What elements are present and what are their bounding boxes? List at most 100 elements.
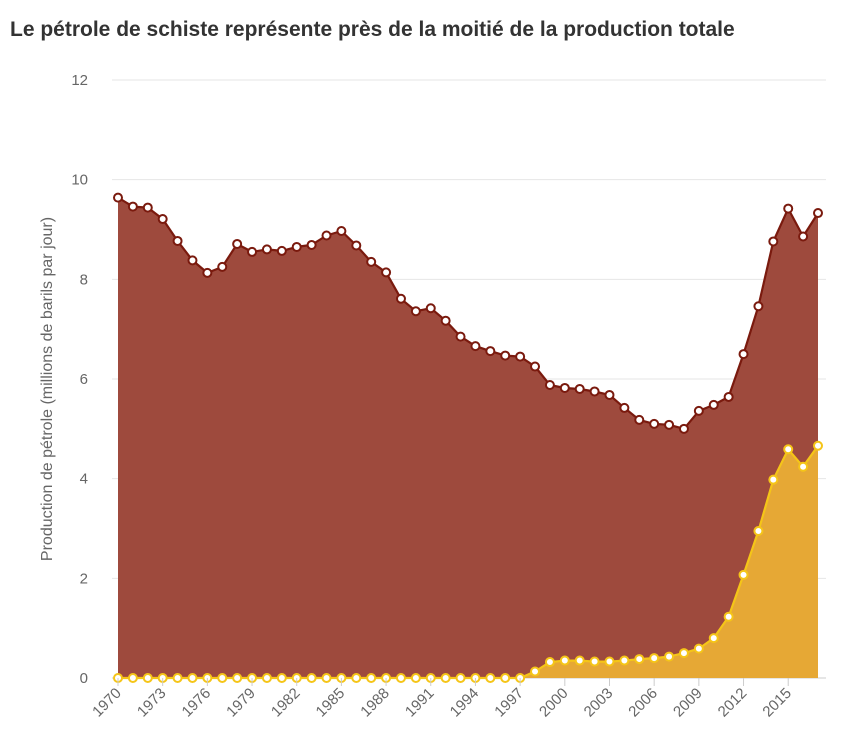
series-0-point: [500, 350, 511, 361]
series-1-point: [530, 666, 541, 677]
series-0-point: [306, 239, 317, 250]
series-0-point: [664, 419, 675, 430]
x-tick-label: 1994: [447, 685, 483, 721]
series-0-point: [366, 256, 377, 267]
series-0-point: [187, 255, 198, 266]
series-0-point: [261, 244, 272, 255]
series-1-point: [127, 673, 138, 683]
series-0-point: [723, 391, 734, 402]
series-points: [113, 192, 823, 683]
series-0-point: [425, 303, 436, 314]
series-1-area: [118, 445, 818, 678]
series-0-point: [381, 267, 392, 278]
y-tick-label: 2: [80, 570, 88, 587]
series-1-point: [783, 444, 794, 455]
series-1-point: [261, 673, 272, 683]
series-1-point: [544, 657, 555, 668]
series-1-point: [485, 673, 496, 683]
series-0-point: [276, 245, 287, 256]
series-0-point: [440, 315, 451, 326]
x-tick-label: 2006: [625, 685, 661, 721]
series-1-point: [798, 461, 809, 472]
series-0-point: [470, 341, 481, 352]
x-tick-label: 2003: [581, 685, 617, 721]
series-1-point: [500, 673, 511, 683]
series-0-point: [142, 202, 153, 213]
y-tick-label: 10: [71, 172, 88, 189]
series-1-point: [232, 673, 243, 683]
series-1-point: [619, 655, 630, 666]
series-1-point: [574, 655, 585, 666]
series-0-point: [544, 379, 555, 390]
series-0-point: [157, 214, 168, 225]
series-0-point: [113, 192, 123, 203]
series-0-point: [649, 418, 660, 429]
x-tick-label: 1997: [491, 685, 527, 721]
series-0-point: [634, 414, 645, 425]
series-0-point: [738, 349, 749, 360]
series-1-point: [455, 673, 466, 683]
series-0-point: [708, 399, 719, 410]
series-1-point: [634, 654, 645, 665]
series-0-point: [232, 238, 243, 249]
series-0-point: [530, 361, 541, 372]
series-1-point: [276, 673, 287, 683]
x-tick-label: 1985: [313, 685, 349, 721]
series-1-point: [693, 643, 704, 654]
series-1-point: [738, 569, 749, 580]
series-areas: [118, 197, 818, 678]
series-0-point: [768, 236, 779, 247]
series-0-point: [589, 386, 600, 397]
y-tick-label: 4: [80, 471, 88, 488]
y-tick-label: 8: [80, 271, 88, 288]
series-1-point: [768, 474, 779, 485]
series-0-point: [410, 306, 421, 317]
series-0-point: [574, 383, 585, 394]
series-0-point: [247, 246, 258, 257]
series-1-point: [559, 655, 570, 666]
series-0-point: [678, 423, 689, 434]
x-tick-label: 2000: [536, 685, 572, 721]
series-0-point: [455, 331, 466, 342]
chart-title: Le pétrole de schiste représente près de…: [10, 18, 735, 41]
series-1-point: [708, 633, 719, 644]
series-1-point: [321, 673, 332, 683]
series-0-point: [619, 402, 630, 413]
series-0-point: [604, 389, 615, 400]
series-1-point: [664, 651, 675, 662]
series-0-point: [202, 267, 213, 278]
series-1-point: [410, 673, 421, 683]
x-tick-label: 1970: [89, 685, 125, 721]
series-1-point: [351, 673, 362, 683]
series-0-point: [395, 293, 406, 304]
series-1-point: [306, 673, 317, 683]
series-0-point: [559, 382, 570, 393]
series-0-point: [217, 261, 228, 272]
series-0-area: [118, 197, 818, 678]
series-0-point: [693, 405, 704, 416]
x-tick-label: 2015: [759, 685, 795, 721]
series-1-point: [604, 656, 615, 667]
series-0-point: [515, 351, 526, 362]
x-tick-label: 1988: [357, 685, 393, 721]
series-0-point: [753, 301, 764, 312]
series-0-point: [172, 235, 183, 246]
series-1-point: [589, 656, 600, 667]
series-0-point: [351, 240, 362, 251]
y-axis-ticks: 0 2 4 6 8 10 12: [71, 72, 88, 687]
y-tick-label: 6: [80, 371, 88, 388]
series-0-point: [291, 241, 302, 252]
series-1-point: [172, 673, 183, 683]
series-0-point: [336, 225, 347, 236]
series-0-point: [798, 231, 809, 242]
x-tick-label: 1991: [402, 685, 438, 721]
series-0-point: [783, 203, 794, 214]
y-axis-title: Production de pétrole (millions de baril…: [39, 217, 56, 561]
y-tick-label: 0: [80, 670, 88, 687]
series-1-point: [440, 673, 451, 683]
x-tick-label: 1982: [268, 685, 304, 721]
series-1-point: [217, 673, 228, 683]
series-0-point: [321, 230, 332, 241]
x-tick-label: 1973: [134, 685, 170, 721]
